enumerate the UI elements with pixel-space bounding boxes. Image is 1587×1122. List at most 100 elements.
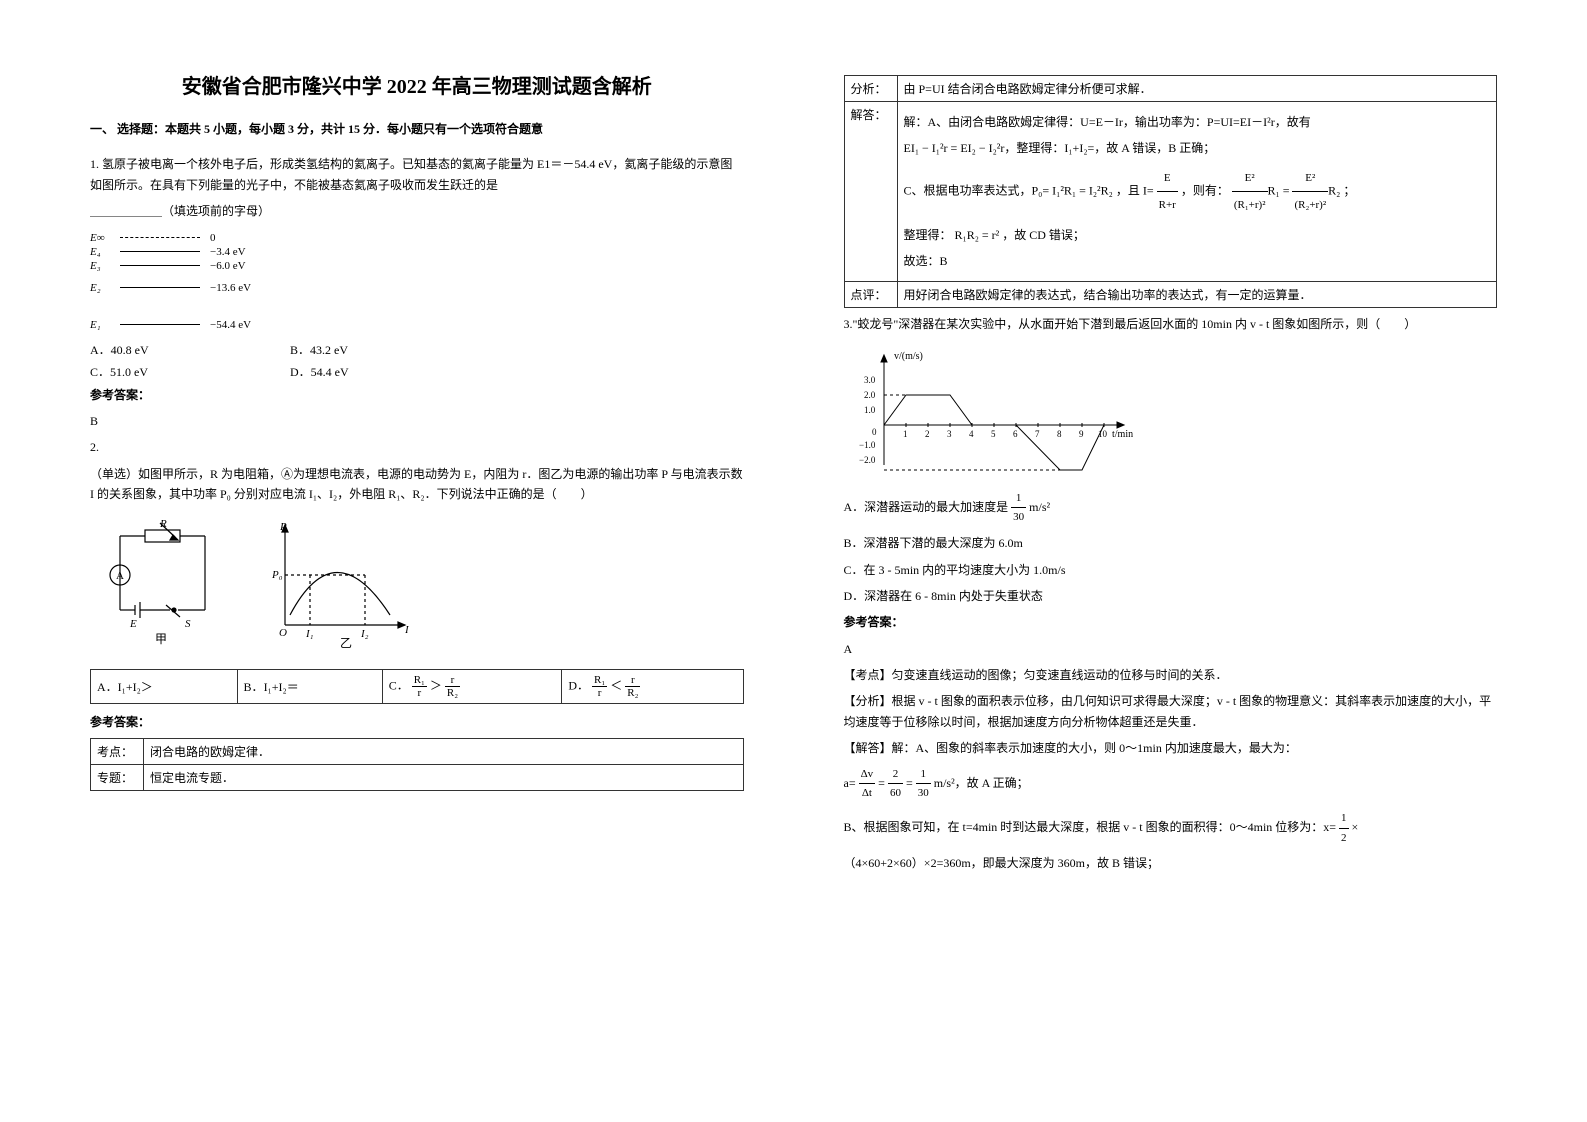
svg-text:P₀: P₀: [271, 569, 283, 581]
e4-val: −3.4 eV: [210, 246, 246, 258]
e-inf-label: E∞: [90, 232, 115, 244]
svg-text:2: 2: [925, 429, 930, 439]
q1-opt-d: D．54.4 eV: [290, 363, 490, 380]
e1-label: E₁: [90, 319, 115, 331]
q3-opt-c: C．在 3 - 5min 内的平均速度大小为 1.0m/s: [844, 560, 1498, 580]
e3-label: E₃: [90, 260, 115, 272]
q2-figure: R A E S 甲 P P₀ I₁ I₂ I O 乙: [90, 515, 744, 659]
q1-energy-diagram: E∞ 0 E₄ −3.4 eV E₃ −6.0 eV E₂ −13.6 eV E₁ −54…: [90, 232, 744, 331]
e1-line: [120, 324, 200, 325]
q3-kaodian: 【考点】匀变速直线运动的图像；匀变速直线运动的位移与时间的关系．: [844, 665, 1498, 685]
q3-jieda-head: 【解答】解：A、图象的斜率表示加速度的大小，则 0～1min 内加速度最大，最大…: [844, 738, 1498, 758]
fenxi-txt: 由 P=UI 结合闭合电路欧姆定律分析便可求解．: [897, 76, 1497, 102]
kaodian-lbl: 考点：: [91, 738, 144, 764]
svg-text:10: 10: [1098, 429, 1108, 439]
q3-ans: A: [844, 639, 1498, 659]
svg-text:6: 6: [1013, 429, 1018, 439]
q1-ans-label: 参考答案：: [90, 385, 744, 405]
svg-text:O: O: [279, 627, 287, 639]
q1-options-row1: A．40.8 eV B．43.2 eV: [90, 341, 744, 358]
q3-opt-d: D．深潜器在 6 - 8min 内处于失重状态: [844, 586, 1498, 606]
svg-text:−1.0: −1.0: [859, 440, 876, 450]
q2-ans-label: 参考答案：: [90, 712, 744, 732]
svg-text:1.0: 1.0: [864, 405, 876, 415]
svg-text:I₂: I₂: [360, 628, 369, 640]
q3-b-line2: （4×60+2×60）×2=360m，即最大深度为 360m，故 B 错误；: [844, 853, 1498, 873]
jieda-line1: 解：A、由闭合电路欧姆定律得：U=E－Ir，输出功率为：P=UI=EI－I²r，…: [904, 112, 1491, 132]
e4-label: E₄: [90, 246, 115, 258]
svg-text:t/min: t/min: [1112, 429, 1133, 440]
zhuanti-txt: 恒定电流专题．: [144, 764, 744, 790]
q1-opt-a: A．40.8 eV: [90, 341, 290, 358]
q2-options-table: A．I₁+I₂＞ B．I₁+I₂＝ C． R₁r ＞ rR₂ D． R₁r ＜ …: [90, 669, 744, 704]
q2-caption-right: 乙: [340, 636, 352, 650]
q1-options-row2: C．51.0 eV D．54.4 eV: [90, 363, 744, 380]
zhuanti-lbl: 专题：: [91, 764, 144, 790]
e2-label: E₂: [90, 282, 115, 294]
q2-svg: R A E S 甲 P P₀ I₁ I₂ I O 乙: [90, 515, 420, 655]
q2-opt-b: B．I₁+I₂＝: [237, 669, 382, 703]
e-inf-val: 0: [210, 232, 216, 244]
q1-opt-b: B．43.2 eV: [290, 341, 490, 358]
svg-text:E: E: [129, 618, 137, 630]
q2-num: 2.: [90, 437, 744, 457]
q1-stem: 1. 氢原子被电离一个核外电子后，形成类氢结构的氦离子。已知基态的氦离子能量为 …: [90, 154, 744, 195]
svg-text:P: P: [279, 521, 287, 533]
svg-text:0: 0: [872, 427, 877, 437]
svg-text:8: 8: [1057, 429, 1062, 439]
q3-b-line: B、根据图象可知，在 t=4min 时到达最大深度，根据 v - t 图象的面积…: [844, 809, 1498, 847]
q3-graph: v/(m/s) t/min 3.0 2.0 1.0 0 −1.0 −2.0 1 …: [844, 345, 1498, 479]
svg-text:S: S: [185, 618, 191, 630]
e3-val: −6.0 eV: [210, 260, 246, 272]
e2-line: [120, 287, 200, 288]
svg-text:7: 7: [1035, 429, 1040, 439]
svg-text:1: 1: [903, 429, 908, 439]
svg-text:v/(m/s): v/(m/s): [894, 351, 923, 362]
e1-val: −54.4 eV: [210, 319, 251, 331]
svg-text:5: 5: [991, 429, 996, 439]
jieda-line2: C、根据电功率表达式，P₀= I₁²R₁ = I₂²R₂ ，且 I= ER+r …: [904, 165, 1491, 219]
dianping-lbl: 点评：: [844, 282, 897, 308]
svg-text:2.0: 2.0: [864, 390, 876, 400]
svg-text:3.0: 3.0: [864, 375, 876, 385]
q3-stem: 3."蛟龙号"深潜器在某次实验中，从水面开始下潜到最后返回水面的 10min 内…: [844, 314, 1498, 334]
jieda-eq1: EI₁ − I₁²r = EI₂ − I₂²r，整理得：I₁+I₂=，故 A 错…: [904, 138, 1491, 158]
svg-text:I₁: I₁: [305, 628, 314, 640]
svg-text:R: R: [159, 518, 167, 530]
svg-text:−2.0: −2.0: [859, 455, 876, 465]
q3-fenxi: 【分析】根据 v - t 图象的面积表示位移，由几何知识可求得最大深度；v - …: [844, 691, 1498, 732]
jieda-lbl: 解答：: [844, 102, 897, 282]
q1-opt-c: C．51.0 eV: [90, 363, 290, 380]
left-column: 安徽省合肥市隆兴中学 2022 年高三物理测试题含解析 一、 选择题：本题共 5…: [0, 0, 794, 1122]
q2-opt-c: C． R₁r ＞ rR₂: [382, 669, 562, 703]
page-title: 安徽省合肥市隆兴中学 2022 年高三物理测试题含解析: [90, 70, 744, 99]
q2-analysis-table: 分析： 由 P=UI 结合闭合电路欧姆定律分析便可求解． 解答： 解：A、由闭合…: [844, 75, 1498, 308]
jieda-line3: 整理得： R₁R₂ = r² ，故 CD 错误；: [904, 225, 1491, 245]
q3-opt-b: B．深潜器下潜的最大深度为 6.0m: [844, 533, 1498, 553]
dianping-txt: 用好闭合电路欧姆定律的表达式，结合输出功率的表达式，有一定的运算量．: [897, 282, 1497, 308]
svg-text:9: 9: [1079, 429, 1084, 439]
q2-kaodian-table: 考点：闭合电路的欧姆定律． 专题：恒定电流专题．: [90, 738, 744, 791]
e4-line: [120, 251, 200, 252]
q2-stem: （单选）如图甲所示，R 为电阻箱，Ⓐ为理想电流表，电源的电动势为 E，内阻为 r…: [90, 464, 744, 505]
q1-blank: ＿＿＿＿＿＿（填选项前的字母）: [90, 201, 744, 221]
q2-opt-a: A．I₁+I₂＞: [91, 669, 238, 703]
kaodian-txt: 闭合电路的欧姆定律．: [144, 738, 744, 764]
svg-text:I: I: [404, 624, 410, 636]
right-column: 分析： 由 P=UI 结合闭合电路欧姆定律分析便可求解． 解答： 解：A、由闭合…: [794, 0, 1587, 1122]
e-inf-line: [120, 237, 200, 238]
q2-opt-d: D． R₁r ＜ rR₂: [562, 669, 743, 703]
q1-ans: B: [90, 411, 744, 431]
section-1-heading: 一、 选择题：本题共 5 小题，每小题 3 分，共计 15 分．每小题只有一个选…: [90, 119, 744, 139]
e3-line: [120, 265, 200, 266]
e2-val: −13.6 eV: [210, 282, 251, 294]
fenxi-lbl: 分析：: [844, 76, 897, 102]
q3-ans-label: 参考答案：: [844, 612, 1498, 632]
svg-text:4: 4: [969, 429, 974, 439]
jieda-cell: 解：A、由闭合电路欧姆定律得：U=E－Ir，输出功率为：P=UI=EI－I²r，…: [897, 102, 1497, 282]
q2-caption-left: 甲: [155, 632, 167, 646]
svg-text:3: 3: [947, 429, 952, 439]
jieda-final: 故选：B: [904, 251, 1491, 271]
svg-text:A: A: [116, 570, 124, 582]
q3-opt-a: A．深潜器运动的最大加速度是 130 m/s²: [844, 489, 1498, 527]
